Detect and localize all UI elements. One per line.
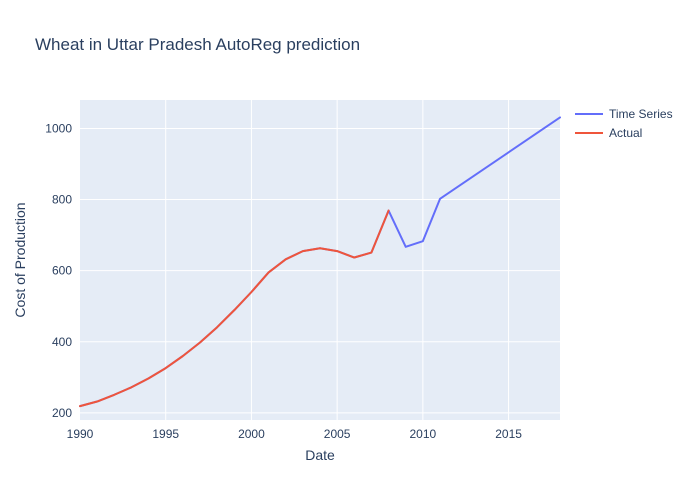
grid-lines [80,100,560,420]
legend-item-time-series[interactable]: Time Series [575,107,673,121]
x-tick-label: 2005 [324,427,351,441]
y-tick-label: 1000 [45,121,72,135]
x-tick-label: 2010 [410,427,437,441]
x-axis-title: Date [305,447,335,463]
legend-label: Time Series [609,107,673,121]
y-axis-title: Cost of Production [12,202,28,317]
y-axis-ticks: 200 400 600 800 1000 [45,121,72,419]
y-tick-label: 400 [52,335,72,349]
x-tick-label: 2015 [495,427,522,441]
series-line-actual [79,209,390,408]
y-tick-label: 800 [52,193,72,207]
y-tick-label: 200 [52,406,72,420]
x-tick-label: 1995 [152,427,179,441]
legend-item-actual[interactable]: Actual [575,126,642,140]
legend[interactable]: Time Series Actual [575,107,673,140]
x-tick-label: 2000 [238,427,265,441]
chart-title: Wheat in Uttar Pradesh AutoReg predictio… [35,35,360,54]
x-tick-label: 1990 [67,427,94,441]
legend-label: Actual [609,126,642,140]
y-tick-label: 600 [52,264,72,278]
series-layer [79,116,561,408]
plot-area [80,100,560,420]
x-axis-ticks: 1990 1995 2000 2005 2010 2015 [67,427,523,441]
